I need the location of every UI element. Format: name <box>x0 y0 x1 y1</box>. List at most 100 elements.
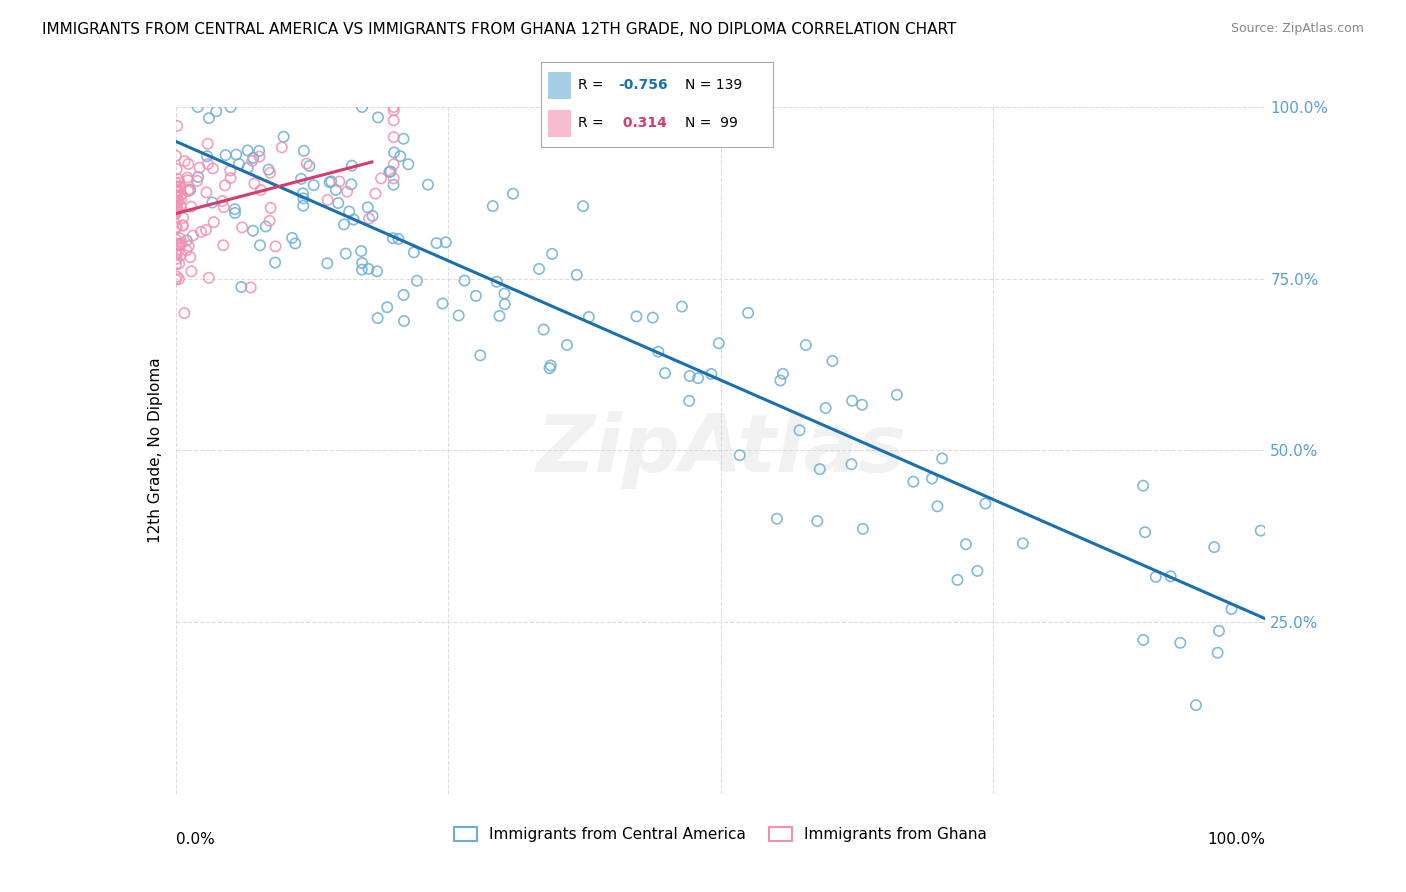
Point <box>852 522 875 536</box>
Point <box>211 194 233 208</box>
Point <box>197 157 219 171</box>
Point <box>173 306 195 320</box>
Point <box>1204 540 1226 554</box>
Point <box>527 262 550 277</box>
Point <box>1185 698 1208 713</box>
Point <box>236 144 259 158</box>
Point <box>555 338 578 352</box>
Point <box>337 204 360 219</box>
Point <box>212 200 235 214</box>
Point <box>352 100 374 114</box>
Point <box>247 144 270 158</box>
Point <box>177 239 200 253</box>
Point <box>389 149 412 163</box>
Point <box>165 232 187 246</box>
Point <box>789 423 811 437</box>
Point <box>165 180 187 194</box>
Point <box>1011 536 1033 550</box>
Point <box>340 159 363 173</box>
Point <box>198 111 221 125</box>
Point <box>931 451 953 466</box>
Point <box>167 244 190 258</box>
Point <box>464 289 486 303</box>
Point <box>259 214 281 228</box>
Point <box>242 151 264 165</box>
Point <box>318 175 340 189</box>
Point <box>453 273 475 287</box>
Point <box>357 211 380 226</box>
Point <box>343 212 366 227</box>
Point <box>180 200 202 214</box>
Point <box>700 367 723 381</box>
Point <box>946 573 969 587</box>
Point <box>328 175 350 189</box>
Point <box>165 148 187 162</box>
Point <box>166 220 188 235</box>
Text: R =: R = <box>578 117 609 130</box>
Point <box>494 286 516 301</box>
Point <box>382 130 405 145</box>
Point <box>626 310 648 324</box>
Point <box>177 157 200 171</box>
Point <box>250 183 273 197</box>
Point <box>165 207 187 221</box>
Point <box>654 366 676 380</box>
Point <box>841 457 863 471</box>
Point <box>396 157 419 171</box>
Point <box>707 336 730 351</box>
Point <box>167 194 190 208</box>
Point <box>165 176 187 190</box>
Point <box>179 250 201 264</box>
Point <box>166 194 188 209</box>
Point <box>165 195 187 210</box>
Point <box>1133 525 1156 540</box>
Point <box>382 113 405 128</box>
Bar <box>548 110 571 137</box>
Point <box>166 202 188 216</box>
Point <box>927 500 949 514</box>
Point <box>1160 569 1182 583</box>
Point <box>350 244 373 258</box>
Point <box>1168 636 1191 650</box>
Point <box>340 178 363 192</box>
Point <box>382 178 405 192</box>
Point <box>225 147 247 161</box>
Point <box>769 374 792 388</box>
Point <box>188 161 211 175</box>
Point <box>284 236 307 251</box>
Point <box>974 496 997 510</box>
Text: Source: ZipAtlas.com: Source: ZipAtlas.com <box>1230 22 1364 36</box>
Text: 0.0%: 0.0% <box>176 831 215 847</box>
Point <box>166 199 188 213</box>
Point <box>481 199 503 213</box>
Point <box>578 310 600 324</box>
Point <box>728 448 751 462</box>
Point <box>165 188 187 202</box>
Point <box>172 211 194 225</box>
Point <box>214 178 236 193</box>
Point <box>181 228 204 243</box>
Point <box>851 398 873 412</box>
Point <box>165 258 187 272</box>
Text: N =  99: N = 99 <box>685 117 738 130</box>
Point <box>1250 524 1272 538</box>
Point <box>766 512 789 526</box>
Point <box>165 220 187 235</box>
Point <box>321 174 343 188</box>
Point <box>679 368 702 383</box>
Text: 0.314: 0.314 <box>617 117 666 130</box>
Point <box>224 206 246 220</box>
Point <box>1132 478 1154 492</box>
Point <box>370 171 392 186</box>
Point <box>1220 602 1243 616</box>
Point <box>316 256 339 270</box>
Point <box>686 371 709 385</box>
Point <box>416 178 439 192</box>
Point <box>170 248 193 262</box>
Point <box>212 238 235 252</box>
Point <box>170 187 193 202</box>
Point <box>808 462 831 476</box>
Point <box>165 204 187 219</box>
Point <box>772 367 794 381</box>
Point <box>382 157 405 171</box>
